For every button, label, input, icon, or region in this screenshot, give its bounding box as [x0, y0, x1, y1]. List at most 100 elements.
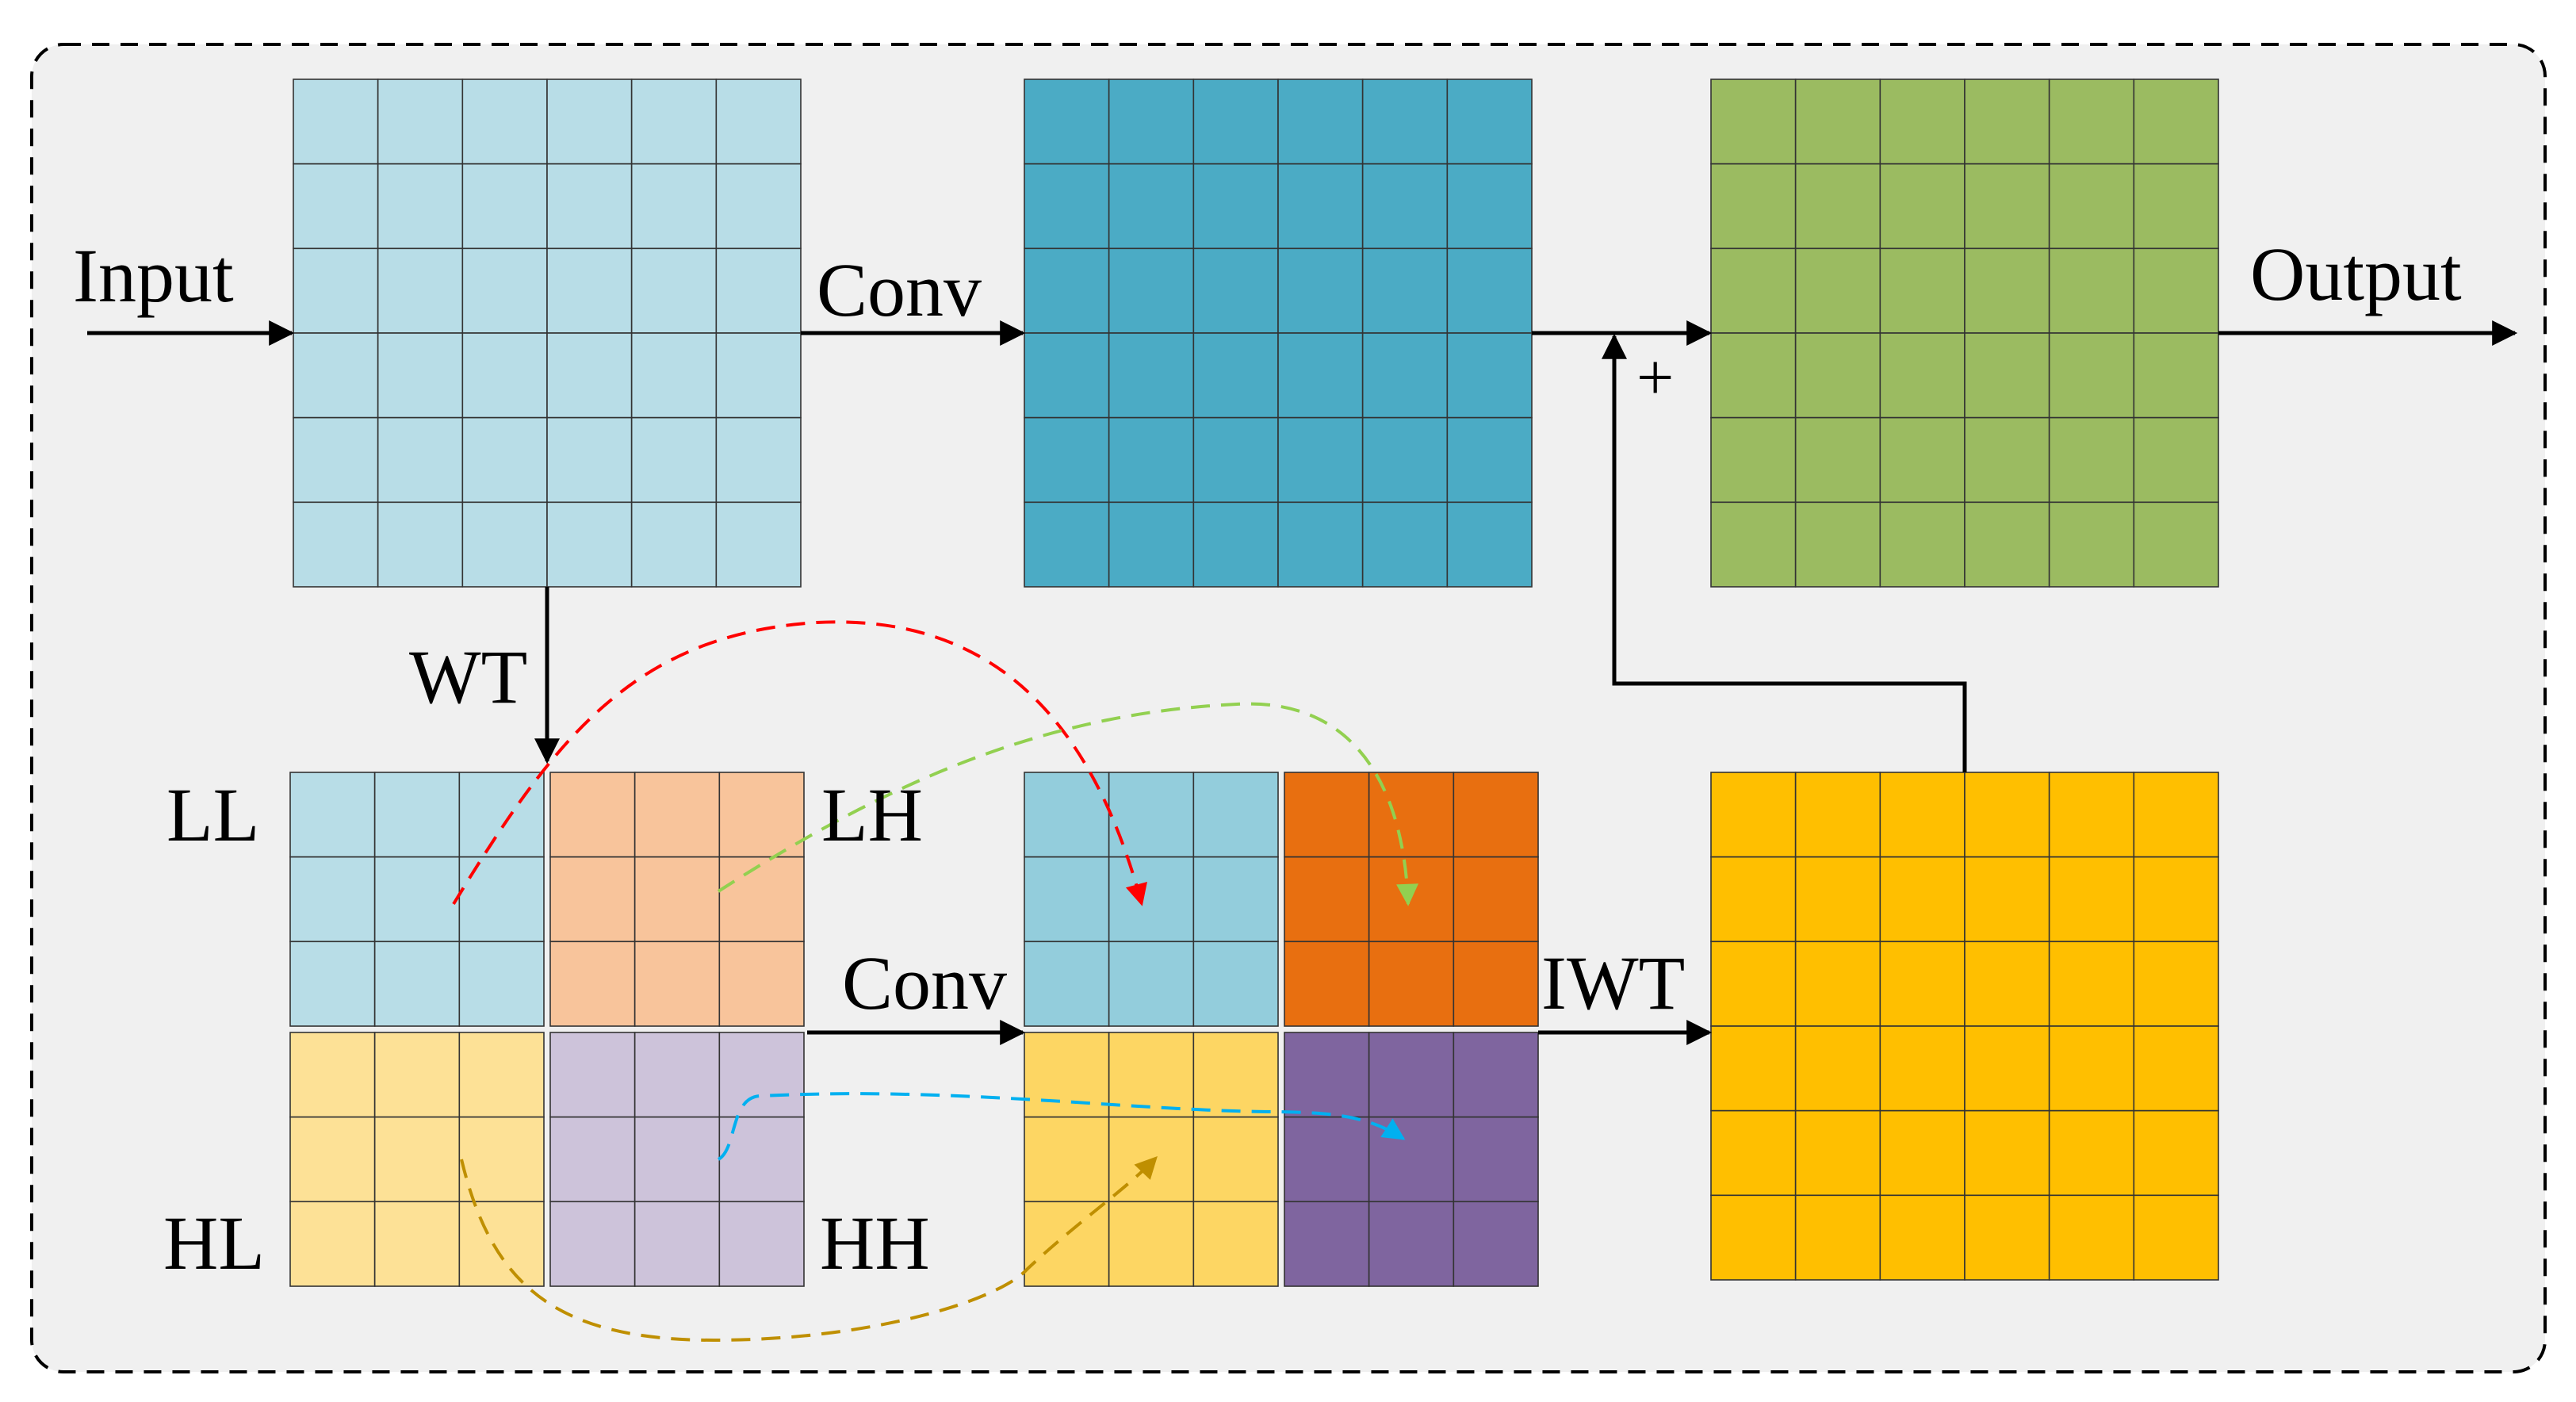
iwt-feature-cell — [2048, 1025, 2135, 1112]
output-feature-cell — [2048, 247, 2135, 334]
lh-to-conv-dashed-arrow — [717, 702, 1419, 906]
conv-feature-cell — [1446, 163, 1533, 250]
iwt-feature-cell — [2133, 1194, 2219, 1281]
input-feature-cell — [546, 501, 633, 588]
output-feature-cell — [1710, 79, 1797, 165]
input-feature-cell — [377, 163, 464, 250]
ll-conv-cell — [1192, 772, 1279, 858]
hl-conv-cell — [1024, 1201, 1110, 1287]
output-label: Output — [2250, 232, 2462, 316]
lh-subband-cell — [718, 772, 805, 858]
hh-subband-cell — [549, 1201, 636, 1287]
output-feature-cell — [2048, 163, 2135, 250]
output-feature-cell — [1879, 501, 1965, 588]
ll-conv-cell — [1024, 940, 1110, 1027]
lh-conv-grid — [1284, 772, 1539, 1027]
input-feature-cell — [715, 501, 802, 588]
iwt-feature-cell — [2133, 1109, 2219, 1197]
wt-label: WT — [409, 634, 527, 719]
ll-subband-cell — [373, 772, 461, 858]
iwt-feature-cell — [1794, 1025, 1881, 1112]
output-feature-cell — [1879, 416, 1965, 504]
output-feature-cell — [1879, 247, 1965, 334]
iwt-feature-cell — [1879, 1025, 1965, 1112]
input-feature-cell — [546, 247, 633, 334]
output-feature-cell — [2133, 501, 2219, 588]
input-feature-cell — [715, 332, 802, 419]
output-feature-cell — [2048, 501, 2135, 588]
lh-conv-cell — [1453, 856, 1539, 943]
iwt-feature-cell — [1794, 856, 1881, 943]
lh-conv-cell — [1284, 856, 1370, 943]
input-feature-cell — [715, 79, 802, 165]
output-feature-cell — [1964, 416, 2050, 504]
output-feature-grid — [1710, 79, 2219, 588]
hh-subband-cell — [718, 1201, 805, 1287]
hl-subband-cell — [458, 1201, 545, 1287]
ll-subband-cell — [289, 856, 376, 943]
conv-feature-cell — [1277, 247, 1364, 334]
conv-feature-cell — [1277, 416, 1364, 504]
ll-conv-cell — [1192, 856, 1279, 943]
conv-feature-cell — [1277, 501, 1364, 588]
input-feature-cell — [546, 79, 633, 165]
output-feature-cell — [1794, 501, 1881, 588]
ll-subband-cell — [289, 772, 376, 858]
hl-subband-cell — [289, 1116, 376, 1203]
hl-conv-cell — [1192, 1201, 1279, 1287]
input-feature-cell — [715, 416, 802, 504]
iwt-feature-cell — [1794, 1194, 1881, 1281]
output-feature-cell — [2048, 416, 2135, 504]
ll-subband-cell — [458, 772, 545, 858]
iwt-feature-cell — [1710, 772, 1797, 858]
output-feature-cell — [2048, 332, 2135, 419]
ll-conv-cell — [1024, 856, 1110, 943]
ll-label: LL — [167, 772, 259, 857]
output-feature-cell — [2133, 79, 2219, 165]
hh-conv-cell — [1453, 1201, 1539, 1287]
hl-subband-cell — [458, 1116, 545, 1203]
hl-label: HL — [163, 1201, 265, 1285]
ll-conv-grid — [1024, 772, 1279, 1027]
conv-feature-cell — [1192, 332, 1279, 419]
hl-conv-grid — [1024, 1032, 1279, 1287]
iwt-feature-cell — [1879, 1109, 1965, 1197]
hh-subband-cell — [549, 1032, 636, 1118]
ll-subband-cell — [373, 940, 461, 1027]
conv-feature-cell — [1277, 163, 1364, 250]
iwt-feature-cell — [1710, 940, 1797, 1027]
hl-subband-cell — [373, 1201, 461, 1287]
conv-feature-cell — [1277, 79, 1364, 165]
input-feature-cell — [461, 501, 548, 588]
output-feature-cell — [1794, 163, 1881, 250]
input-feature-cell — [293, 501, 379, 588]
input-feature-cell — [546, 163, 633, 250]
lh-conv-cell — [1368, 856, 1455, 943]
input-feature-cell — [630, 332, 718, 419]
hl-conv-cell — [1192, 1116, 1279, 1203]
output-feature-cell — [2133, 163, 2219, 250]
conv-feature-grid — [1024, 79, 1533, 588]
ll-conv-cell — [1108, 856, 1195, 943]
input-feature-cell — [377, 79, 464, 165]
output-feature-cell — [2133, 332, 2219, 419]
conv-feature-cell — [1192, 247, 1279, 334]
lh-subband-cell — [718, 940, 805, 1027]
hh-conv-cell — [1368, 1116, 1455, 1203]
input-feature-cell — [293, 163, 379, 250]
hh-subband-cell — [633, 1201, 721, 1287]
output-feature-cell — [1964, 163, 2050, 250]
ll-subband-cell — [458, 856, 545, 943]
iwt-feature-cell — [1710, 1194, 1797, 1281]
iwt-feature-cell — [1710, 1109, 1797, 1197]
ll-conv-cell — [1192, 940, 1279, 1027]
conv-feature-cell — [1024, 163, 1110, 250]
iwt-feature-cell — [2048, 1194, 2135, 1281]
hh-conv-cell — [1284, 1032, 1370, 1118]
input-feature-cell — [293, 416, 379, 504]
hl-subband-grid — [289, 1032, 545, 1287]
lh-conv-cell — [1453, 772, 1539, 858]
output-feature-cell — [1710, 332, 1797, 419]
conv-bottom-label: Conv — [842, 940, 1007, 1025]
conv-feature-cell — [1361, 163, 1449, 250]
